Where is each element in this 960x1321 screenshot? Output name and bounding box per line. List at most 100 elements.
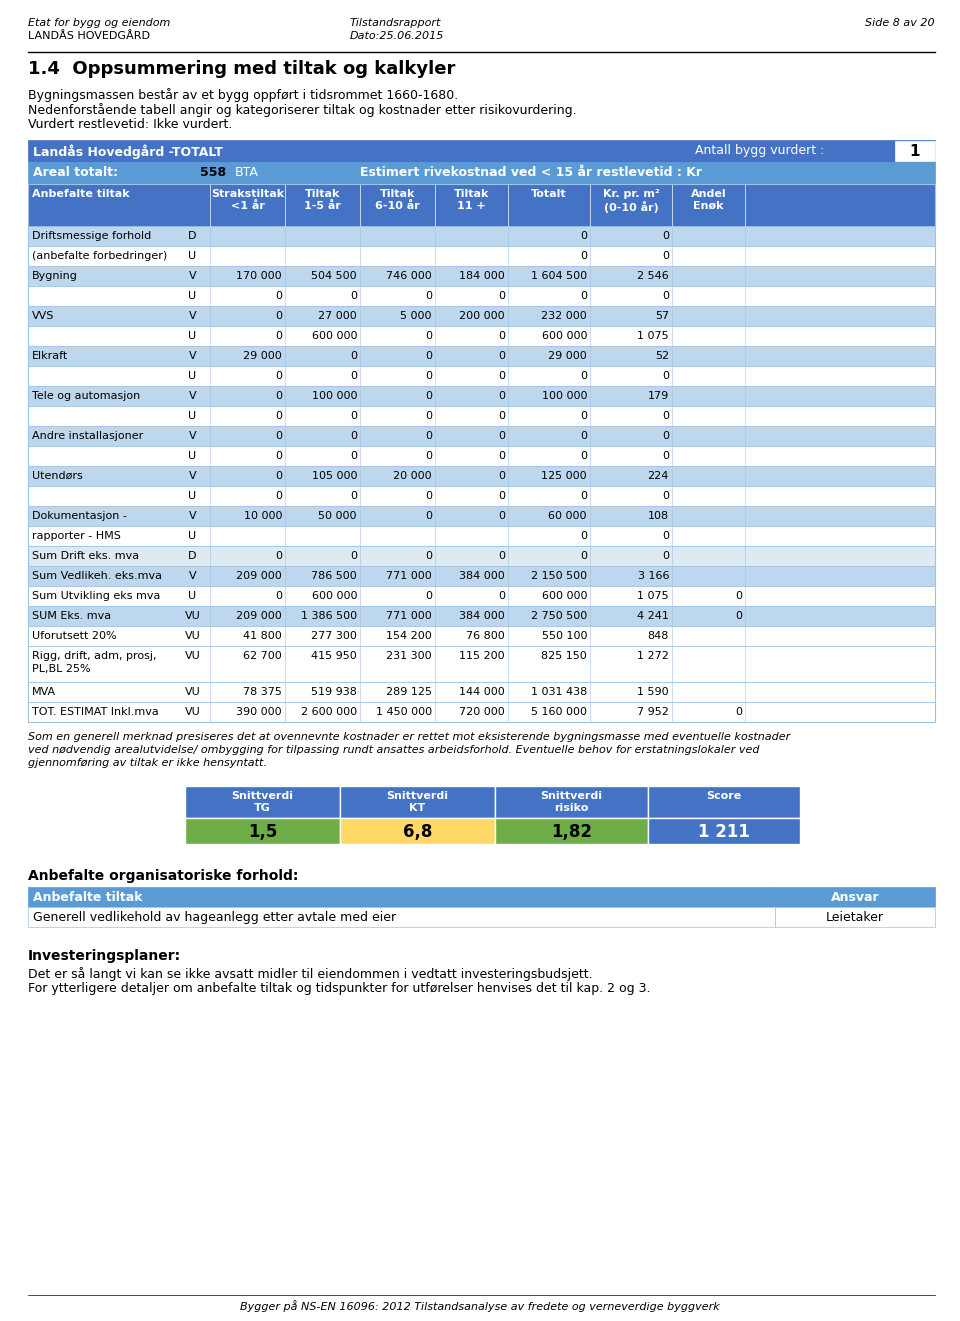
Text: 771 000: 771 000	[386, 571, 432, 581]
Text: 41 800: 41 800	[243, 631, 282, 641]
Text: 0: 0	[580, 411, 587, 421]
Text: 2 750 500: 2 750 500	[531, 612, 587, 621]
Text: Utendørs: Utendørs	[32, 472, 83, 481]
Text: 0: 0	[350, 411, 357, 421]
Text: 0: 0	[275, 590, 282, 601]
Text: Score: Score	[707, 791, 742, 801]
Text: 0: 0	[275, 491, 282, 501]
Text: 600 000: 600 000	[311, 590, 357, 601]
Text: U: U	[188, 332, 197, 341]
Text: 1,5: 1,5	[248, 823, 277, 841]
Text: 0: 0	[498, 391, 505, 402]
Bar	[775, 886, 935, 908]
Text: 0: 0	[662, 291, 669, 301]
Text: 0: 0	[580, 491, 587, 501]
Bar	[495, 818, 648, 844]
Text: Antall bygg vurdert :: Antall bygg vurdert :	[695, 144, 825, 157]
Text: Vurdert restlevetid: Ikke vurdert.: Vurdert restlevetid: Ikke vurdert.	[28, 118, 232, 131]
Text: 5 160 000: 5 160 000	[531, 707, 587, 717]
Text: 1 590: 1 590	[637, 687, 669, 697]
Text: 179: 179	[648, 391, 669, 402]
Text: 125 000: 125 000	[541, 472, 587, 481]
Text: 0: 0	[425, 332, 432, 341]
Text: 0: 0	[425, 431, 432, 441]
Text: U: U	[188, 371, 197, 380]
Text: 4 241: 4 241	[637, 612, 669, 621]
Text: Strakstiltak
<1 år: Strakstiltak <1 år	[211, 189, 284, 210]
Text: 2 150 500: 2 150 500	[531, 571, 587, 581]
Text: Uforutsett 20%: Uforutsett 20%	[32, 631, 116, 641]
Text: 0: 0	[580, 450, 587, 461]
Text: 62 700: 62 700	[243, 651, 282, 660]
Bar	[28, 646, 935, 682]
Text: 0: 0	[662, 251, 669, 262]
Text: 558: 558	[200, 166, 227, 180]
Text: 0: 0	[498, 411, 505, 421]
Text: 60 000: 60 000	[548, 511, 587, 520]
Text: 1,82: 1,82	[551, 823, 592, 841]
Text: 0: 0	[350, 291, 357, 301]
Text: Bygger på NS-EN 16096: 2012 Tilstandsanalyse av fredete og verneverdige byggverk: Bygger på NS-EN 16096: 2012 Tilstandsana…	[240, 1300, 720, 1312]
Text: 100 000: 100 000	[311, 391, 357, 402]
Text: SUM Eks. mva: SUM Eks. mva	[32, 612, 111, 621]
Text: Sum Utvikling eks mva: Sum Utvikling eks mva	[32, 590, 160, 601]
Text: 0: 0	[735, 590, 742, 601]
Text: 600 000: 600 000	[541, 590, 587, 601]
Text: 0: 0	[498, 450, 505, 461]
Text: Det er så langt vi kan se ikke avsatt midler til eiendommen i vedtatt investerin: Det er så langt vi kan se ikke avsatt mi…	[28, 967, 592, 982]
Bar	[28, 306, 935, 326]
Text: Snittverdi
KT: Snittverdi KT	[387, 791, 448, 812]
Bar	[28, 226, 935, 246]
Text: Nedenforstående tabell angir og kategoriserer tiltak og kostnader etter risikovu: Nedenforstående tabell angir og kategori…	[28, 103, 577, 118]
Text: VU: VU	[184, 707, 201, 717]
Text: 0: 0	[662, 551, 669, 561]
Bar	[28, 701, 935, 723]
Text: Som en generell merknad presiseres det at ovennevnte kostnader er rettet mot eks: Som en generell merknad presiseres det a…	[28, 732, 790, 742]
Bar	[28, 184, 935, 226]
Text: 200 000: 200 000	[460, 310, 505, 321]
Text: 0: 0	[662, 411, 669, 421]
Text: Dato:25.06.2015: Dato:25.06.2015	[350, 30, 444, 41]
Text: 771 000: 771 000	[386, 612, 432, 621]
Bar	[495, 786, 648, 818]
Text: 0: 0	[350, 431, 357, 441]
Text: 0: 0	[275, 310, 282, 321]
Text: Tilstandsrapport: Tilstandsrapport	[350, 18, 442, 28]
Text: 115 200: 115 200	[460, 651, 505, 660]
Text: Elkraft: Elkraft	[32, 351, 68, 361]
Text: 1 031 438: 1 031 438	[531, 687, 587, 697]
Text: Etat for bygg og eiendom: Etat for bygg og eiendom	[28, 18, 170, 28]
Text: Generell vedlikehold av hageanlegg etter avtale med eier: Generell vedlikehold av hageanlegg etter…	[33, 911, 396, 923]
Text: Tiltak
1-5 år: Tiltak 1-5 år	[304, 189, 341, 210]
Bar	[28, 162, 935, 184]
Text: Tiltak
11 +: Tiltak 11 +	[454, 189, 490, 210]
Text: 848: 848	[648, 631, 669, 641]
Text: 0: 0	[350, 351, 357, 361]
Text: 0: 0	[425, 491, 432, 501]
Text: 224: 224	[648, 472, 669, 481]
Bar	[28, 386, 935, 406]
Bar	[28, 406, 935, 425]
Text: U: U	[188, 531, 197, 542]
Text: 0: 0	[350, 491, 357, 501]
Text: V: V	[189, 310, 196, 321]
Text: 1 211: 1 211	[698, 823, 750, 841]
Text: 0: 0	[275, 371, 282, 380]
Text: 0: 0	[350, 450, 357, 461]
Text: 1 075: 1 075	[637, 332, 669, 341]
Text: 1 604 500: 1 604 500	[531, 271, 587, 281]
Bar	[28, 246, 935, 266]
Text: 105 000: 105 000	[311, 472, 357, 481]
Text: 0: 0	[425, 551, 432, 561]
Bar	[648, 786, 800, 818]
Text: 0: 0	[662, 450, 669, 461]
Text: 0: 0	[498, 351, 505, 361]
Text: 0: 0	[498, 371, 505, 380]
Text: For ytterligere detaljer om anbefalte tiltak og tidspunkter for utførelser henvi: For ytterligere detaljer om anbefalte ti…	[28, 982, 651, 995]
Text: V: V	[189, 391, 196, 402]
Text: 786 500: 786 500	[311, 571, 357, 581]
Text: U: U	[188, 590, 197, 601]
Text: 0: 0	[498, 491, 505, 501]
Text: 0: 0	[275, 450, 282, 461]
Text: Investeringsplaner:: Investeringsplaner:	[28, 948, 181, 963]
